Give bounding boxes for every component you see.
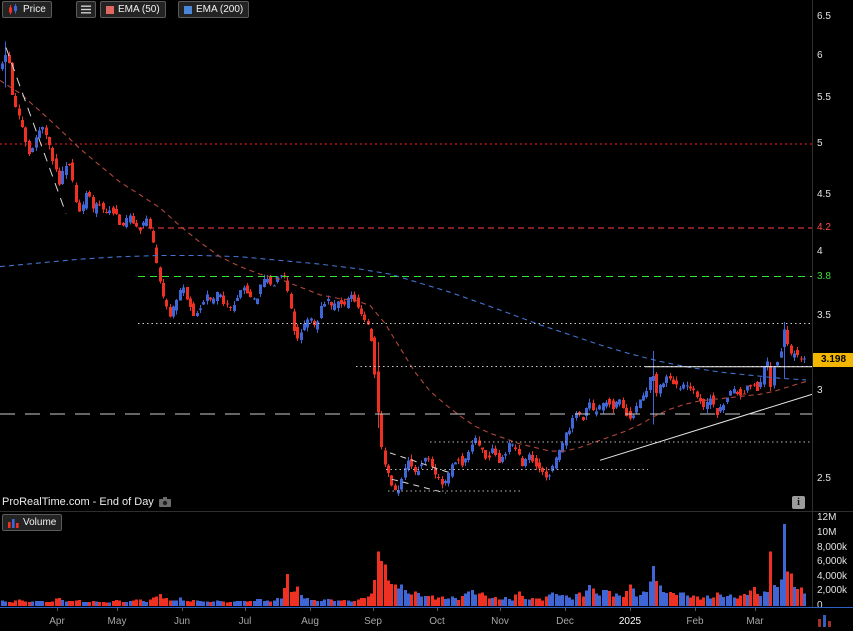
volume-label: Volume [23,517,57,528]
price-series-button[interactable]: Price [2,1,52,18]
ema200-line [0,254,807,381]
camera-icon[interactable] [158,497,171,507]
price-tick: 2.5 [817,473,831,484]
trendline [5,47,67,214]
price-tick: 4 [817,246,823,257]
time-tick: 2025 [618,616,642,627]
volume-icon [8,518,19,528]
time-tick: Sep [364,616,382,627]
volume-tick: 2,000k [817,585,848,596]
month-tick-mark [182,608,183,611]
volume-tick: 10M [817,527,837,538]
ema50-swatch [106,5,114,14]
month-tick-mark [565,608,566,611]
time-axis[interactable]: Apr May Jun Jul Aug Sep Oct Nov Dec 2025 Feb Mar [0,607,853,631]
last-price-badge: 3.198 [813,353,853,367]
price-tick: 3.5 [817,310,831,321]
watermark: ProRealTime.com - End of Day [2,496,171,508]
month-tick-mark [310,608,311,611]
time-tick: Oct [429,616,445,627]
price-tick: 3 [817,385,823,396]
time-tick: Jun [173,616,191,627]
price-axis[interactable]: 3.198 6.5 6 5.5 5 4.5 4.2 4 3.8 3.5 3 2.5 [812,0,853,512]
price-tick: 5 [817,138,823,149]
price-series-label: Price [23,4,46,15]
series-list-button[interactable] [76,1,96,18]
info-glyph: i [797,497,800,508]
month-tick-mark [500,608,501,611]
time-tick: Nov [491,616,509,627]
volume-tick: 8,000k [817,542,848,553]
month-tick-mark [373,608,374,611]
volume-legend-button[interactable]: Volume [2,514,63,531]
trendline [391,478,447,494]
volume-tick: 0 [817,600,823,611]
month-tick-mark [117,608,118,611]
volume-tick: 6,000k [817,556,848,567]
candlestick-icon [9,4,17,15]
time-tick: Apr [49,616,65,627]
ema200-swatch [184,5,192,14]
watermark-text: ProRealTime.com - End of Day [2,496,154,508]
ema200-label: EMA (200) [196,4,244,15]
price-chart-panel[interactable]: Price EMA (50) EMA (200) ProRealTime.com… [0,0,812,512]
volume-tick: 12M [817,512,837,523]
time-tick: Aug [301,616,319,627]
price-tick: 4.2 [817,222,831,233]
month-tick-mark [755,608,756,611]
month-tick-mark [57,608,58,611]
time-tick: Jul [238,616,252,627]
price-tick: 5.5 [817,92,831,103]
price-tick: 3.8 [817,271,831,282]
volume-bars [1,523,806,606]
volume-tick: 4,000k [817,571,848,582]
month-tick-mark [245,608,246,611]
month-tick-mark [695,608,696,611]
volume-panel[interactable]: Volume [0,512,812,607]
mini-volume-icon[interactable] [818,615,838,627]
time-tick: May [107,616,127,627]
ema50-line [0,79,807,452]
list-icon [81,5,91,14]
price-tick: 4.5 [817,189,831,200]
ema50-legend-button[interactable]: EMA (50) [100,1,166,18]
ema50-label: EMA (50) [118,4,160,15]
time-tick: Dec [556,616,574,627]
price-chart-canvas[interactable] [0,0,812,511]
price-tick: 6.5 [817,11,831,22]
volume-axis[interactable]: 12M 10M 8,000k 6,000k 4,000k 2,000k 0 [812,512,853,611]
candles [1,41,806,496]
volume-canvas[interactable] [0,512,812,607]
month-tick-mark [630,608,631,611]
time-tick: Mar [746,616,764,627]
month-tick-mark [437,608,438,611]
price-tick: 6 [817,50,823,61]
trendline [599,393,812,461]
ema200-legend-button[interactable]: EMA (200) [178,1,250,18]
time-tick: Feb [686,616,704,627]
info-icon[interactable]: i [792,496,805,509]
